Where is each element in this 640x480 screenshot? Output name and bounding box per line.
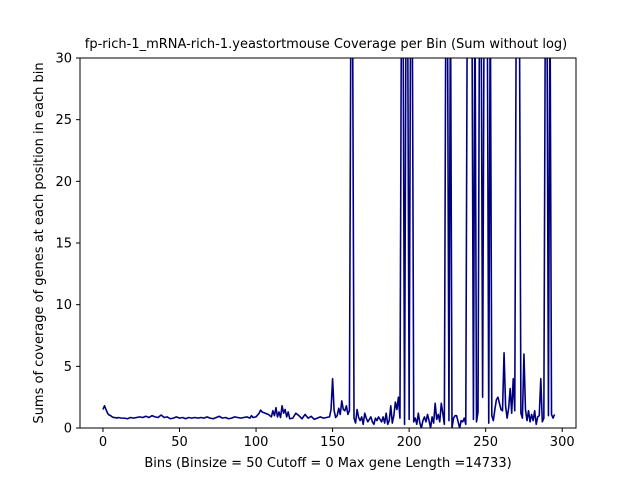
y-tick-label: 30 xyxy=(55,52,72,67)
x-tick-label: 50 xyxy=(171,435,188,450)
y-tick-label: 5 xyxy=(64,360,72,375)
x-tick-label: 300 xyxy=(550,435,575,450)
x-tick-label: 0 xyxy=(99,435,107,450)
x-tick-label: 200 xyxy=(397,435,422,450)
y-tick-label: 20 xyxy=(55,175,72,190)
chart-title: fp-rich-1_mRNA-rich-1.yeastortmouse Cove… xyxy=(85,37,567,52)
y-axis: 0 5 10 15 20 25 30 xyxy=(55,52,80,437)
series-line-0 xyxy=(102,58,556,428)
y-tick-label: 15 xyxy=(55,237,72,252)
x-axis-label: Bins (Binsize = 50 Cutoff = 0 Max gene L… xyxy=(144,456,511,471)
y-tick-label: 25 xyxy=(55,113,72,128)
series-layer xyxy=(102,58,556,428)
y-axis-label: Sums of coverage of genes at each positi… xyxy=(32,62,47,423)
x-tick-label: 150 xyxy=(320,435,345,450)
y-tick-label: 0 xyxy=(64,422,72,437)
x-tick-label: 250 xyxy=(473,435,498,450)
x-axis: 0 50 100 150 200 250 300 xyxy=(99,428,575,450)
y-tick-label: 10 xyxy=(55,298,72,313)
x-tick-label: 100 xyxy=(244,435,269,450)
